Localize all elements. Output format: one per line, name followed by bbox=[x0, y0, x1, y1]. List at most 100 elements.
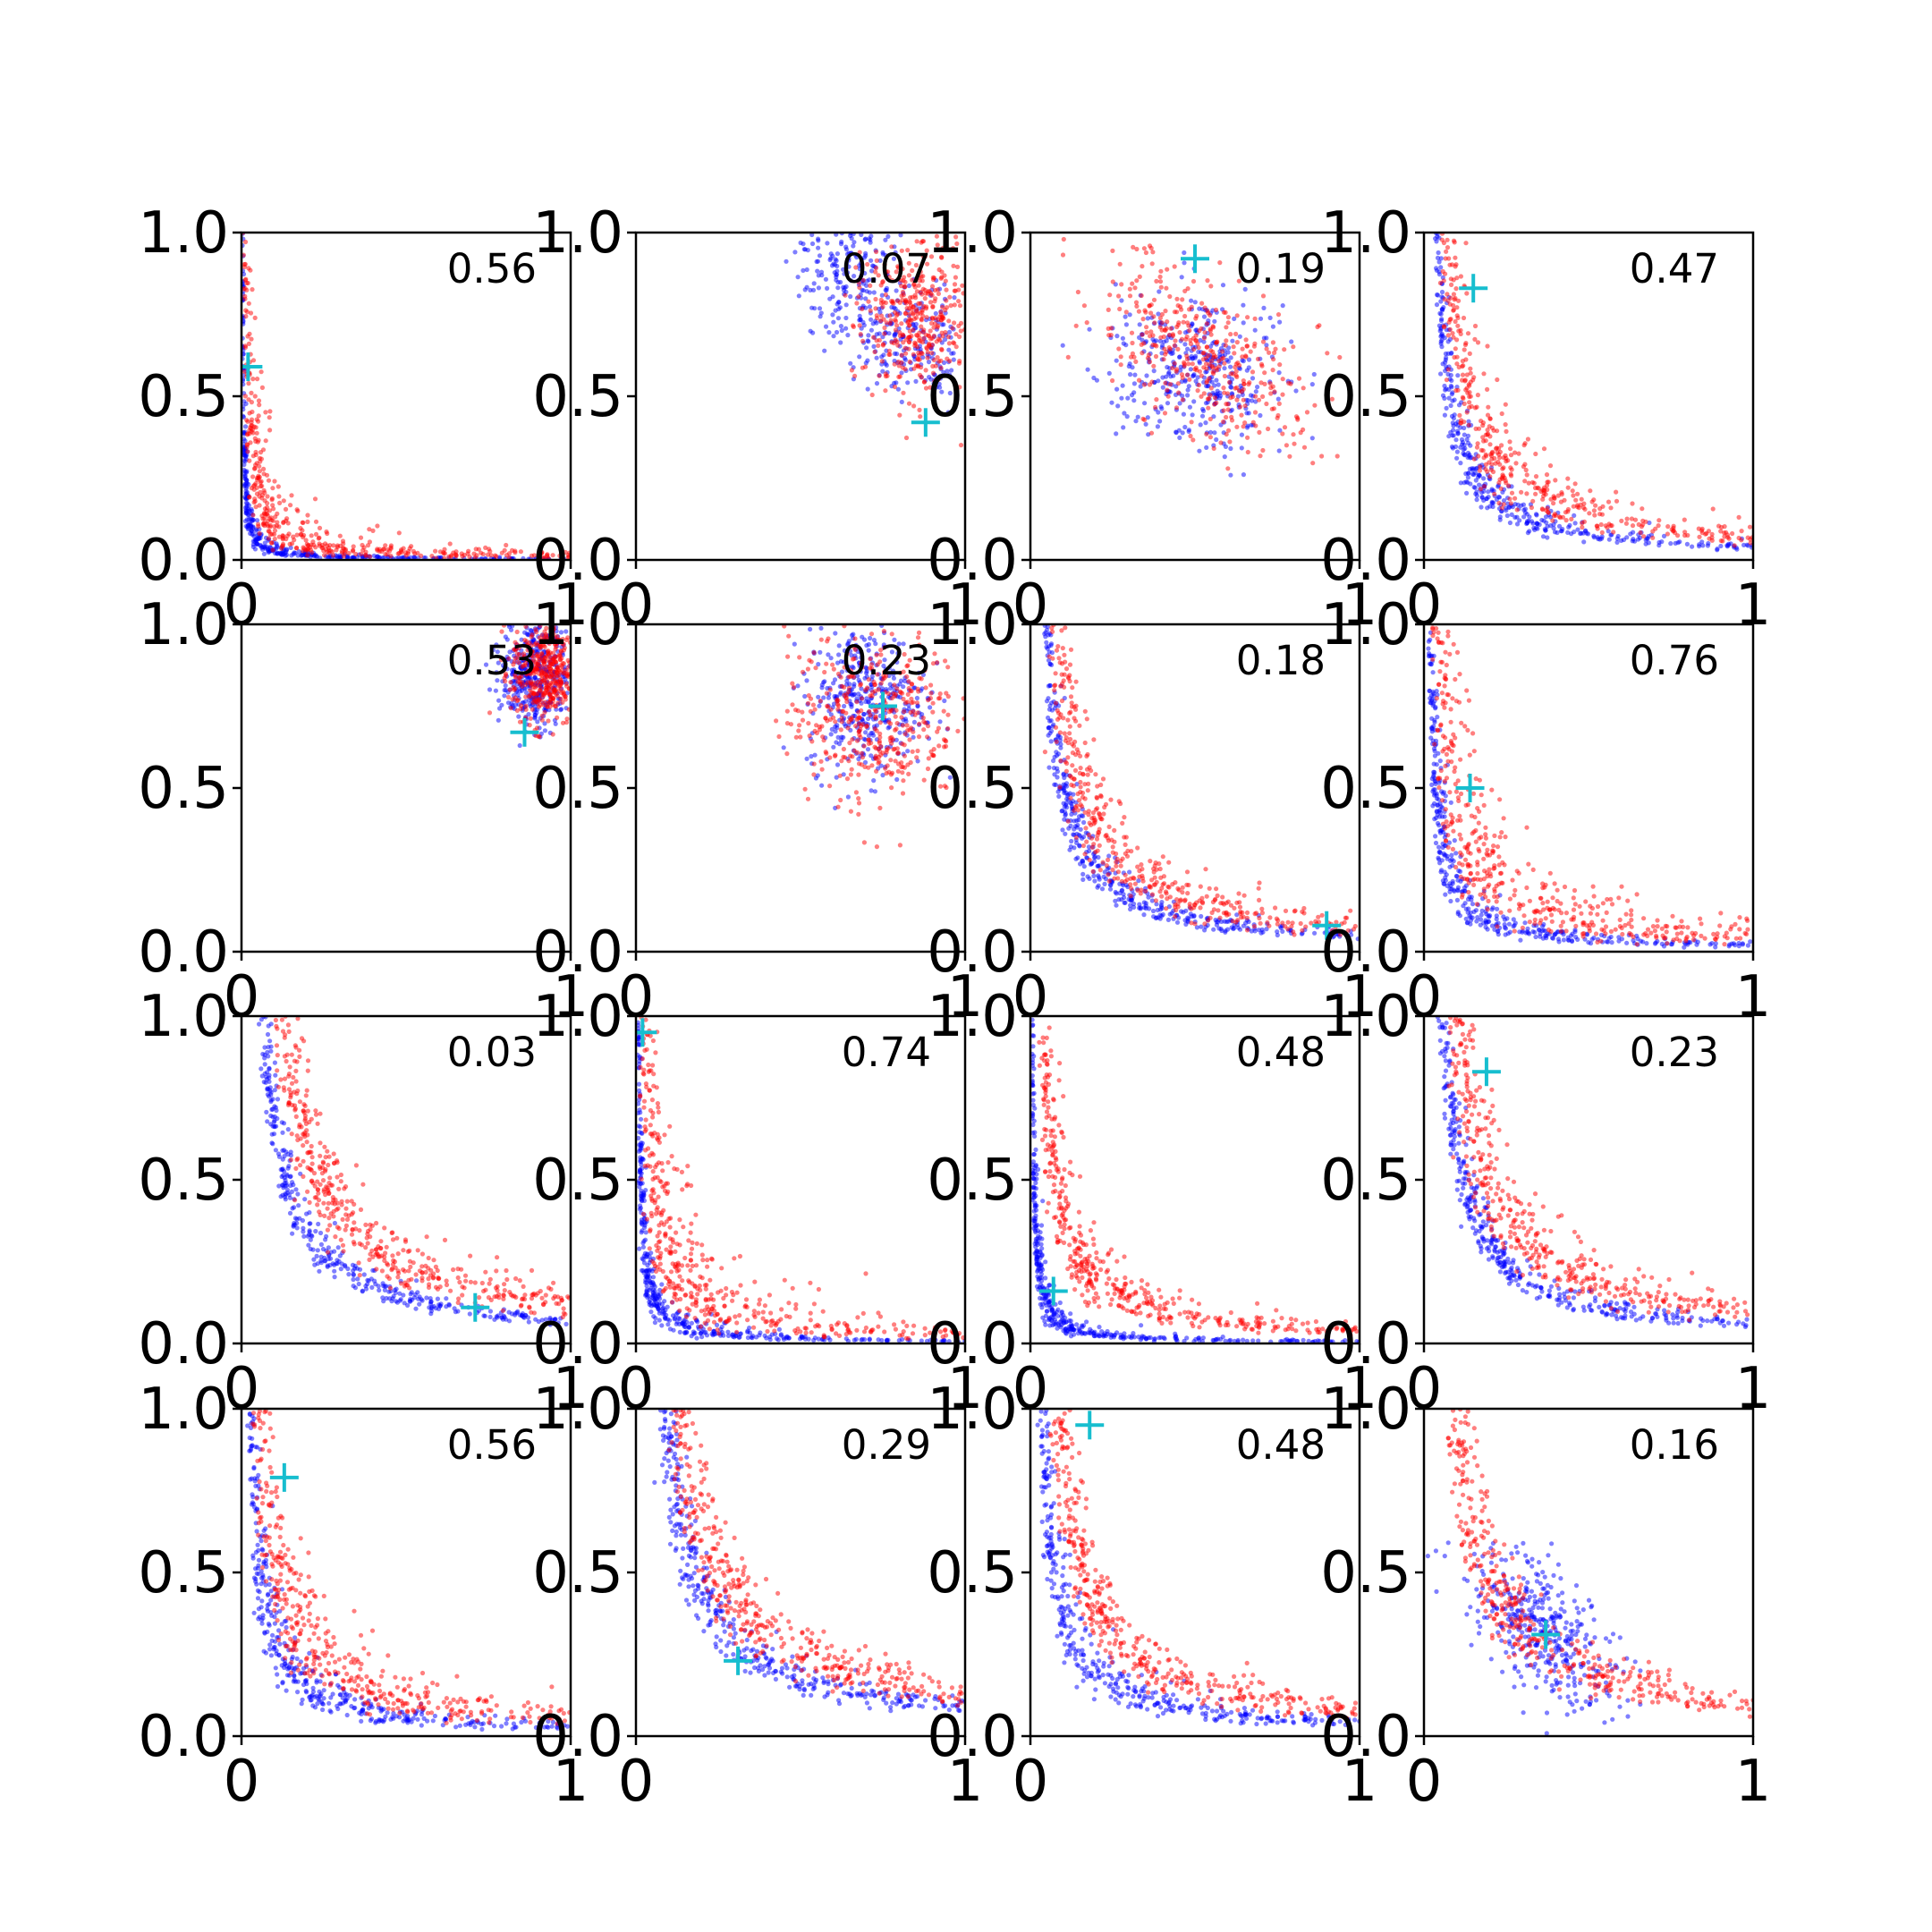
data-point bbox=[1614, 489, 1619, 495]
data-point bbox=[1168, 374, 1174, 379]
data-point bbox=[1176, 390, 1182, 395]
data-point bbox=[1211, 370, 1216, 377]
data-point bbox=[1565, 506, 1571, 513]
data-point bbox=[848, 809, 854, 814]
data-point bbox=[1225, 402, 1231, 407]
data-point bbox=[946, 341, 952, 346]
data-point bbox=[275, 543, 280, 548]
data-point bbox=[1203, 420, 1208, 426]
data-point bbox=[835, 734, 841, 741]
data-point bbox=[1468, 366, 1473, 371]
data-point bbox=[878, 681, 884, 686]
data-point bbox=[1434, 302, 1440, 308]
data-point bbox=[1157, 274, 1163, 280]
data-point bbox=[550, 732, 555, 737]
panel-4: 0.00.51.00 10.47 bbox=[1320, 200, 1771, 639]
data-point bbox=[1128, 372, 1133, 377]
data-point bbox=[1267, 350, 1272, 355]
data-point bbox=[816, 694, 821, 699]
data-point bbox=[889, 708, 894, 714]
data-point bbox=[901, 292, 906, 298]
data-point bbox=[1164, 285, 1169, 291]
data-point bbox=[490, 648, 496, 653]
data-point bbox=[957, 385, 962, 390]
data-point bbox=[1110, 248, 1115, 253]
data-point bbox=[857, 284, 862, 290]
data-point bbox=[1162, 411, 1168, 416]
data-point bbox=[1448, 295, 1453, 301]
data-point bbox=[805, 700, 811, 706]
data-point bbox=[1497, 514, 1503, 520]
data-point bbox=[322, 553, 327, 558]
data-point bbox=[1127, 312, 1132, 318]
data-point bbox=[922, 296, 928, 301]
data-point bbox=[522, 663, 528, 668]
data-point bbox=[1697, 534, 1702, 539]
data-point bbox=[818, 314, 823, 319]
data-point bbox=[909, 696, 914, 701]
data-point bbox=[550, 650, 556, 656]
data-point bbox=[1236, 388, 1242, 394]
data-point bbox=[1234, 397, 1240, 402]
data-point bbox=[1547, 463, 1554, 469]
data-point bbox=[1141, 912, 1147, 918]
data-point bbox=[1349, 932, 1354, 937]
data-point bbox=[859, 650, 864, 657]
data-point bbox=[1492, 491, 1497, 496]
data-point bbox=[839, 738, 844, 743]
data-point bbox=[1204, 445, 1209, 450]
data-point bbox=[1188, 911, 1193, 917]
data-point bbox=[503, 682, 508, 689]
data-point bbox=[1631, 537, 1636, 542]
data-point bbox=[1201, 314, 1208, 319]
data-point bbox=[1579, 496, 1584, 502]
data-point bbox=[1118, 354, 1123, 360]
data-point bbox=[1460, 439, 1465, 445]
data-point bbox=[914, 239, 919, 244]
data-point bbox=[1159, 327, 1165, 333]
data-point bbox=[930, 661, 936, 666]
data-point bbox=[1267, 315, 1273, 320]
data-point bbox=[1091, 375, 1097, 381]
data-point bbox=[1533, 512, 1539, 517]
data-point bbox=[1264, 346, 1269, 352]
data-point bbox=[1591, 533, 1597, 538]
data-point bbox=[1255, 356, 1261, 361]
scatter-points bbox=[242, 233, 571, 560]
data-point bbox=[1531, 480, 1537, 486]
data-point bbox=[839, 327, 844, 334]
data-point bbox=[1148, 329, 1154, 335]
data-point bbox=[1540, 534, 1546, 539]
data-point bbox=[1186, 361, 1191, 367]
data-point bbox=[1640, 506, 1645, 512]
data-point bbox=[1152, 343, 1157, 348]
data-point bbox=[878, 752, 884, 758]
data-point bbox=[1451, 292, 1456, 297]
data-point bbox=[1448, 402, 1453, 409]
data-point bbox=[873, 753, 878, 758]
data-point bbox=[941, 369, 946, 375]
data-point bbox=[825, 639, 830, 644]
data-point bbox=[1182, 363, 1187, 369]
data-point bbox=[867, 304, 873, 309]
data-point bbox=[904, 674, 910, 680]
data-point bbox=[1185, 387, 1191, 393]
data-point bbox=[1229, 385, 1234, 390]
data-point bbox=[943, 738, 948, 743]
data-point bbox=[1188, 337, 1193, 343]
data-point bbox=[331, 543, 336, 548]
data-point bbox=[851, 323, 856, 328]
data-point bbox=[1435, 255, 1441, 260]
data-point bbox=[930, 276, 936, 283]
data-point bbox=[1460, 377, 1465, 383]
data-point bbox=[494, 670, 499, 675]
data-point bbox=[901, 390, 906, 395]
data-point bbox=[872, 349, 877, 355]
data-point bbox=[263, 438, 268, 444]
data-point bbox=[893, 327, 899, 333]
data-point bbox=[1160, 343, 1165, 348]
data-point bbox=[1509, 490, 1515, 496]
data-point bbox=[529, 648, 534, 654]
data-point bbox=[1682, 517, 1687, 522]
data-point bbox=[808, 696, 814, 701]
